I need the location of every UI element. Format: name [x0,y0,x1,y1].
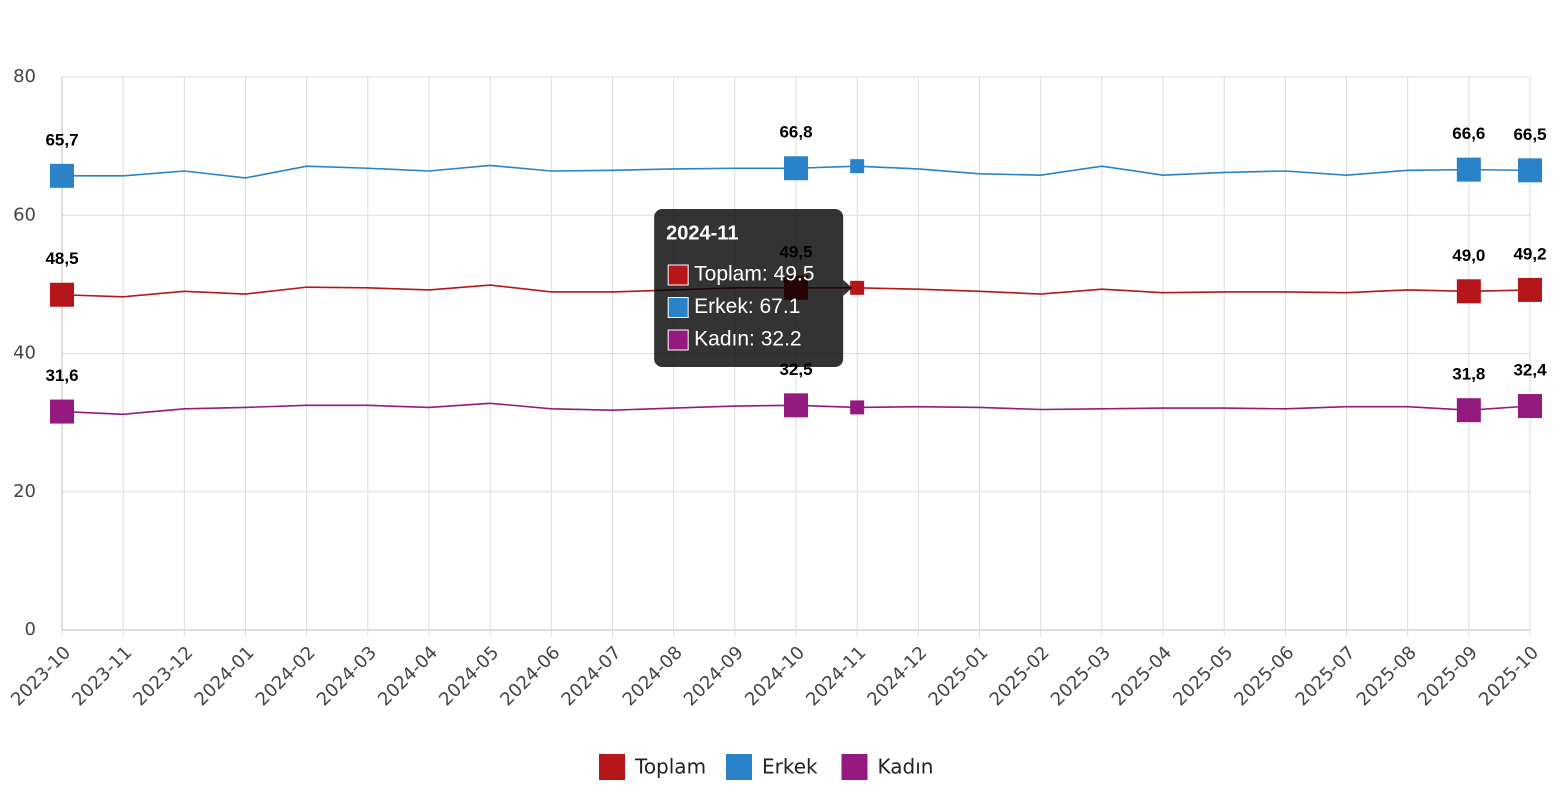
x-tick-label: 2025-07 [1292,642,1360,710]
data-label: 49,0 [1452,246,1485,265]
x-tick-label: 2024-08 [619,642,687,710]
point-marker [1518,277,1542,302]
tooltip: 2024-11 Toplam: 49.5 Erkek: 67.1 Kadın: 32.… [654,209,853,367]
data-label: 31,8 [1452,365,1485,384]
y-tick-label: 40 [13,343,36,364]
point-marker [1456,157,1481,182]
x-tick-label: 2024-09 [680,642,748,710]
hover-marker [850,400,865,415]
legend-label: Erkek [762,755,818,779]
legend-swatch [726,754,752,780]
tooltip-swatch [667,264,689,286]
x-tick-label: 2024-12 [863,642,931,710]
x-tick-label: 2025-05 [1169,642,1237,710]
data-label: 65,7 [45,130,78,149]
point-marker [1456,398,1481,423]
tooltip-item: Kadın: 32.2 [694,328,801,351]
data-label: 31,6 [45,366,78,385]
y-tick-label: 80 [13,66,36,87]
x-tick-label: 2023-10 [7,642,75,710]
x-tick-label: 2025-03 [1047,642,1115,710]
data-label: 49,2 [1513,244,1546,263]
x-tick-label: 2024-11 [802,642,870,710]
tooltip-title: 2024-11 [666,222,738,244]
data-label: 66,6 [1452,124,1485,143]
y-tick-label: 60 [13,204,36,225]
tooltip-item: Erkek: 67.1 [694,295,800,318]
x-tick-label: 2024-05 [435,642,503,710]
y-tick-label: 0 [25,619,36,640]
point-marker [1518,394,1542,419]
point-marker [50,399,74,424]
tooltip-box [654,209,844,367]
tooltip-item: Toplam: 49.5 [694,263,814,286]
x-tick-label: 2024-02 [252,642,320,710]
x-tick-label: 2025-06 [1230,642,1298,710]
data-label: 66,8 [779,123,812,142]
x-tick-label: 2025-08 [1353,642,1421,710]
data-label: 66,5 [1513,125,1546,144]
x-tick-label: 2024-01 [191,642,259,710]
point-marker [784,393,808,418]
x-tick-label: 2024-10 [741,642,809,710]
x-tick-label: 2024-07 [558,642,626,710]
x-tick-label: 2025-01 [925,642,993,710]
legend-swatch [841,754,868,780]
point-marker [50,282,74,307]
tooltip-swatch [667,297,689,318]
x-tick-label: 2024-04 [374,642,442,710]
point-marker [1456,279,1481,304]
legend-swatch [599,754,625,780]
hover-marker [850,159,865,174]
x-tick-label: 2023-11 [68,642,136,710]
x-tick-label: 2025-04 [1108,642,1176,710]
legend-label: Toplam [634,755,706,779]
hover-marker [850,280,865,295]
x-tick-label: 2024-03 [313,642,381,710]
point-marker [1518,158,1542,183]
x-tick-label: 2025-09 [1414,642,1482,710]
y-tick-label: 20 [13,481,36,502]
x-tick-label: 2023-12 [129,642,197,710]
point-marker [50,163,74,188]
tooltip-swatch [667,329,689,351]
x-tick-label: 2025-10 [1475,642,1543,710]
data-label: 48,5 [45,249,78,268]
x-tick-label: 2024-06 [496,642,564,710]
tooltip-caret [843,279,853,296]
legend-label: Kadın [878,755,934,779]
point-marker [784,156,808,181]
x-tick-label: 2025-02 [986,642,1054,710]
data-label: 32,4 [1513,361,1547,380]
